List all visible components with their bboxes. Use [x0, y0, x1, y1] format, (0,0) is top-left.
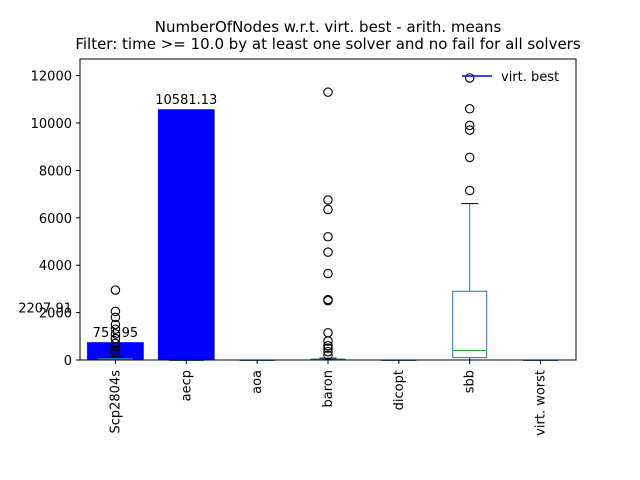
x-tick-label: sbb: [463, 370, 478, 393]
outlier-Scp2804s: [110, 312, 121, 323]
outlier-sbb: [464, 125, 475, 135]
chart-subtitle: Filter: time >= 10.0 by at least one sol…: [75, 35, 581, 53]
outlier-baron: [323, 343, 333, 353]
outlier-baron: [323, 204, 333, 215]
outlier-baron: [323, 341, 333, 351]
x-tick-label: dicopt: [392, 370, 407, 410]
y-tick-label: 12000: [31, 70, 72, 85]
bar-label-Scp2804s: 751.95: [93, 326, 139, 341]
box-sbb: [452, 290, 488, 359]
outlier-Scp2804s: [110, 324, 121, 334]
x-tick-label: Scp2804s: [108, 370, 123, 434]
annotation-label: 2207.91: [18, 302, 72, 317]
chart-title: NumberOfNodes w.r.t. virt. best - arith.…: [155, 18, 502, 36]
outlier-baron: [323, 232, 333, 242]
legend-label: virt. best: [501, 70, 559, 85]
outlier-sbb: [464, 152, 475, 163]
outlier-baron: [323, 327, 333, 338]
outlier-sbb: [464, 120, 475, 131]
y-tick-label: 10000: [31, 117, 72, 132]
y-tick-label: 0: [64, 354, 72, 369]
outlier-Scp2804s: [110, 319, 121, 330]
outlier-Scp2804s: [110, 333, 121, 344]
y-tick-label: 8000: [39, 164, 72, 179]
y-tick-label: 6000: [39, 212, 72, 227]
y-tick-label: 4000: [39, 259, 72, 274]
bar-aecp: [157, 109, 215, 360]
outlier-baron: [323, 294, 333, 305]
outlier-sbb: [464, 73, 475, 83]
y-tick-label: 2000: [39, 307, 72, 322]
outlier-Scp2804s: [110, 338, 121, 349]
outlier-baron: [323, 350, 333, 361]
legend: virt. best: [462, 70, 559, 85]
x-tick-label: aecp: [179, 370, 194, 401]
x-tick-label: baron: [321, 370, 336, 407]
outlier-Scp2804s: [110, 329, 121, 339]
outlier-baron: [323, 346, 333, 357]
outlier-sbb: [464, 185, 475, 196]
outlier-baron: [323, 268, 333, 279]
outlier-Scp2804s: [110, 345, 121, 356]
x-tick-label: aoa: [250, 370, 265, 394]
outlier-baron: [323, 195, 333, 205]
outlier-baron: [323, 87, 333, 97]
outlier-Scp2804s: [110, 285, 121, 295]
outlier-Scp2804s: [110, 348, 121, 358]
outlier-sbb: [464, 104, 475, 114]
plot-area: 751.95 10581.13 2207.91 0 2000 4000 6000 8000 10…: [18, 58, 577, 436]
outlier-Scp2804s: [110, 306, 121, 317]
outlier-baron: [323, 247, 333, 257]
x-tick-label: virt. worst: [534, 370, 549, 436]
bar-label-aecp: 10581.13: [155, 93, 217, 108]
